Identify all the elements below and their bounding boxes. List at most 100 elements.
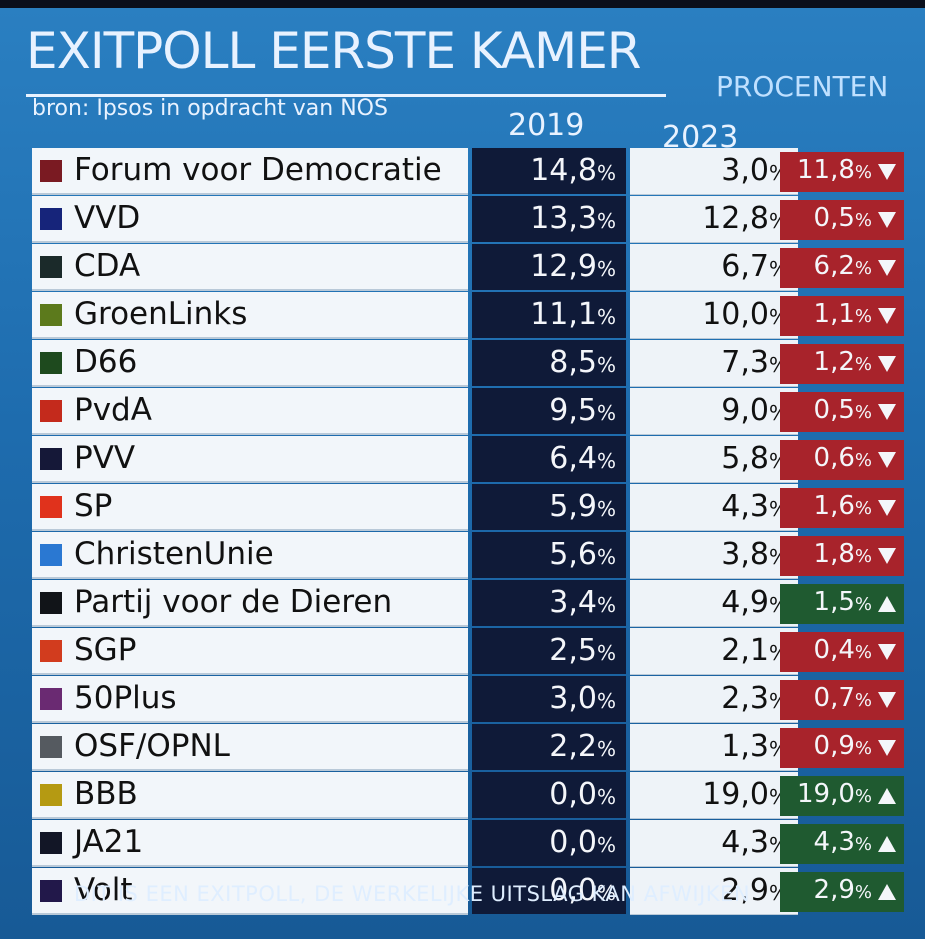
value-2023: 2,9 [721,873,769,908]
percent-sign: % [596,257,616,281]
table-row: JA21 0,0% 4,3% 4,3% [32,820,912,867]
value-2023: 3,0 [721,153,769,188]
arrow-up-icon [878,884,896,900]
value-2023: 12,8 [702,201,769,236]
percent-sign: % [854,594,872,615]
difference-badge: 11,8% [780,152,904,192]
percent-sign: % [596,881,616,905]
value-2019-cell: 13,3% [472,196,626,242]
value-2023: 19,0 [702,777,769,812]
percent-sign: % [596,401,616,425]
value-2019-cell: 3,4% [472,580,626,626]
difference-value: 19,0 [797,779,855,809]
party-cell: CDA [32,244,468,291]
value-2023: 9,0 [721,393,769,428]
party-cell: Forum voor Democratie [32,148,468,195]
party-color-swatch [40,736,62,758]
party-color-swatch [40,400,62,422]
percent-sign: % [854,546,872,567]
difference-value: 6,2 [813,251,855,281]
unit-label: PROCENTEN [716,70,889,103]
arrow-down-icon [878,692,896,708]
value-2019-cell: 3,0% [472,676,626,722]
difference-value: 1,5 [813,587,855,617]
party-cell: GroenLinks [32,292,468,339]
table-row: Volt 0,0% 2,9% 2,9% [32,868,912,915]
source-label: bron: Ipsos in opdracht van NOS [32,96,388,121]
party-color-swatch [40,208,62,230]
table-row: VVD 13,3% 12,8% 0,5% [32,196,912,243]
value-2019-cell: 11,1% [472,292,626,338]
value-2023-cell: 2,3% [630,676,798,723]
value-2019: 2,5 [549,633,597,668]
arrow-up-icon [878,596,896,612]
arrow-down-icon [878,548,896,564]
value-2023-cell: 10,0% [630,292,798,339]
value-2019: 3,0 [549,681,597,716]
arrow-down-icon [878,260,896,276]
party-cell: SP [32,484,468,531]
value-2023: 4,3 [721,489,769,524]
difference-value: 0,7 [813,683,855,713]
value-2023-cell: 2,9% [630,868,798,915]
table-row: 50Plus 3,0% 2,3% 0,7% [32,676,912,723]
value-2019-cell: 0,0% [472,772,626,818]
percent-sign: % [596,353,616,377]
party-name: GroenLinks [74,296,248,332]
party-name: 50Plus [74,680,177,716]
party-color-swatch [40,832,62,854]
difference-badge: 6,2% [780,248,904,288]
party-cell: JA21 [32,820,468,867]
difference-value: 2,9 [813,875,855,905]
value-2023: 2,1 [721,633,769,668]
party-name: Volt [74,872,133,908]
party-name: Partij voor de Dieren [74,584,393,620]
value-2023: 4,3 [721,825,769,860]
table-row: ChristenUnie 5,6% 3,8% 1,8% [32,532,912,579]
value-2019: 11,1 [530,297,597,332]
party-cell: VVD [32,196,468,243]
party-name: OSF/OPNL [74,728,230,764]
percent-sign: % [596,161,616,185]
difference-value: 1,2 [813,347,855,377]
table-row: GroenLinks 11,1% 10,0% 1,1% [32,292,912,339]
value-2023-cell: 4,9% [630,580,798,627]
value-2019-cell: 6,4% [472,436,626,482]
percent-sign: % [854,258,872,279]
value-2019: 5,6 [549,537,597,572]
value-2019: 6,4 [549,441,597,476]
value-2023-cell: 1,3% [630,724,798,771]
difference-badge: 0,6% [780,440,904,480]
value-2019: 2,2 [549,729,597,764]
percent-sign: % [596,641,616,665]
value-2023-cell: 12,8% [630,196,798,243]
value-2023: 1,3 [721,729,769,764]
percent-sign: % [596,209,616,233]
difference-badge: 4,3% [780,824,904,864]
value-2019-cell: 2,2% [472,724,626,770]
difference-badge: 0,5% [780,392,904,432]
difference-value: 1,1 [813,299,855,329]
value-2019-cell: 12,9% [472,244,626,290]
party-cell: BBB [32,772,468,819]
value-2023-cell: 3,0% [630,148,798,195]
difference-value: 1,6 [813,491,855,521]
difference-badge: 1,2% [780,344,904,384]
value-2019: 5,9 [549,489,597,524]
value-2023-cell: 7,3% [630,340,798,387]
difference-badge: 1,1% [780,296,904,336]
party-color-swatch [40,448,62,470]
percent-sign: % [854,882,872,903]
difference-value: 0,5 [813,203,855,233]
arrow-down-icon [878,404,896,420]
difference-value: 4,3 [813,827,855,857]
value-2023-cell: 9,0% [630,388,798,435]
difference-value: 0,6 [813,443,855,473]
arrow-down-icon [878,644,896,660]
party-cell: SGP [32,628,468,675]
value-2023-cell: 19,0% [630,772,798,819]
results-table: Forum voor Democratie 14,8% 3,0% 11,8% VVD 13… [32,148,912,916]
arrow-down-icon [878,740,896,756]
percent-sign: % [596,785,616,809]
difference-badge: 0,7% [780,680,904,720]
